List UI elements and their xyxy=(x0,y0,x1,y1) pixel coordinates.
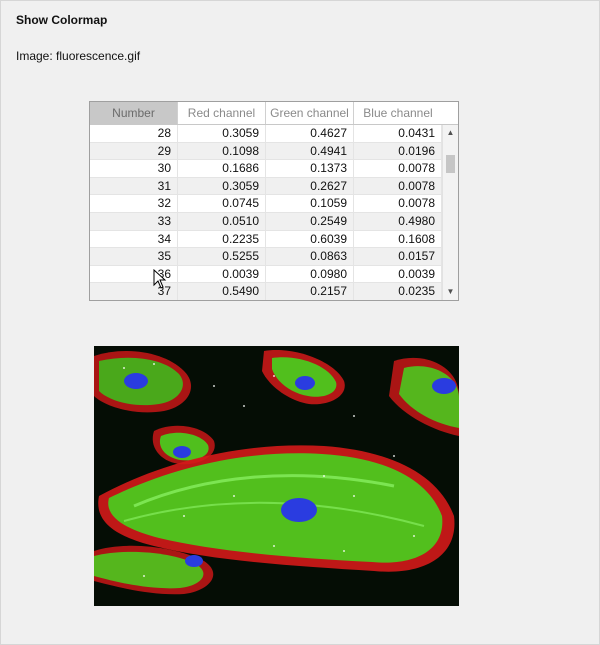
scroll-down-icon[interactable]: ▼ xyxy=(446,287,455,296)
cell-green[interactable]: 0.2157 xyxy=(266,283,354,300)
cell-blue[interactable]: 0.0039 xyxy=(354,265,442,283)
cell-red[interactable]: 0.0745 xyxy=(178,195,266,212)
cell-blue[interactable]: 0.4980 xyxy=(354,212,442,230)
table-row[interactable]: 31 0.3059 0.2627 0.0078 xyxy=(90,177,442,196)
table-header: Number Red channel Green channel Blue ch… xyxy=(90,102,458,125)
cell-red[interactable]: 0.3059 xyxy=(178,125,266,142)
colormap-table[interactable]: Number Red channel Green channel Blue ch… xyxy=(89,101,459,301)
cell-green[interactable]: 0.2627 xyxy=(266,177,354,195)
table-row[interactable]: 29 0.1098 0.4941 0.0196 xyxy=(90,142,442,161)
column-header-blue[interactable]: Blue channel xyxy=(363,106,433,120)
cell-red[interactable]: 0.5255 xyxy=(178,248,266,265)
cell-red[interactable]: 0.3059 xyxy=(178,177,266,195)
mouse-pointer-icon xyxy=(153,269,167,289)
cell-number[interactable]: 33 xyxy=(90,212,178,230)
cell-number[interactable]: 28 xyxy=(90,125,178,142)
cell-blue[interactable]: 0.0157 xyxy=(354,248,442,265)
cell-blue[interactable]: 0.0078 xyxy=(354,160,442,177)
table-row[interactable]: 36 0.0039 0.0980 0.0039 xyxy=(90,265,442,284)
cell-blue[interactable]: 0.0235 xyxy=(354,283,442,300)
fluorescence-image xyxy=(94,346,459,606)
cell-blue[interactable]: 0.0431 xyxy=(354,125,442,142)
cell-blue[interactable]: 0.1608 xyxy=(354,230,442,248)
cell-number[interactable]: 34 xyxy=(90,230,178,248)
table-row[interactable]: 30 0.1686 0.1373 0.0078 xyxy=(90,160,442,178)
table-body: 28 0.3059 0.4627 0.0431 29 0.1098 0.4941 0.0196… xyxy=(90,125,442,300)
vertical-scrollbar[interactable]: ▲ ▼ xyxy=(442,125,458,300)
table-row[interactable]: 28 0.3059 0.4627 0.0431 xyxy=(90,125,442,143)
cell-blue[interactable]: 0.0078 xyxy=(354,177,442,195)
cell-red[interactable]: 0.0039 xyxy=(178,265,266,283)
cell-red[interactable]: 0.5490 xyxy=(178,283,266,300)
window-title: Show Colormap xyxy=(16,13,108,27)
cell-green[interactable]: 0.0980 xyxy=(266,265,354,283)
cell-blue[interactable]: 0.0196 xyxy=(354,142,442,160)
table-row[interactable]: 37 0.5490 0.2157 0.0235 xyxy=(90,283,442,300)
cell-blue[interactable]: 0.0078 xyxy=(354,195,442,212)
cell-red[interactable]: 0.0510 xyxy=(178,212,266,230)
scrollbar-thumb[interactable] xyxy=(446,155,455,173)
column-header-red[interactable]: Red channel xyxy=(178,102,266,124)
cell-green[interactable]: 0.1059 xyxy=(266,195,354,212)
cell-green[interactable]: 0.6039 xyxy=(266,230,354,248)
cell-green[interactable]: 0.0863 xyxy=(266,248,354,265)
cell-green[interactable]: 0.2549 xyxy=(266,212,354,230)
cell-number[interactable]: 35 xyxy=(90,248,178,265)
cell-green[interactable]: 0.1373 xyxy=(266,160,354,177)
cell-red[interactable]: 0.2235 xyxy=(178,230,266,248)
table-row[interactable]: 34 0.2235 0.6039 0.1608 xyxy=(90,230,442,249)
scroll-up-icon[interactable]: ▲ xyxy=(446,128,455,137)
column-header-green[interactable]: Green channel xyxy=(266,102,354,124)
cell-number[interactable]: 32 xyxy=(90,195,178,212)
cell-number[interactable]: 30 xyxy=(90,160,178,177)
table-row[interactable]: 32 0.0745 0.1059 0.0078 xyxy=(90,195,442,213)
cell-number[interactable]: 29 xyxy=(90,142,178,160)
column-header-number[interactable]: Number xyxy=(90,102,178,124)
cell-red[interactable]: 0.1098 xyxy=(178,142,266,160)
fluorescence-cells-image xyxy=(94,346,459,606)
image-filename-label: Image: fluorescence.gif xyxy=(16,49,141,63)
cell-green[interactable]: 0.4941 xyxy=(266,142,354,160)
table-row[interactable]: 35 0.5255 0.0863 0.0157 xyxy=(90,248,442,266)
cell-number[interactable]: 31 xyxy=(90,177,178,195)
cell-red[interactable]: 0.1686 xyxy=(178,160,266,177)
cell-green[interactable]: 0.4627 xyxy=(266,125,354,142)
table-row[interactable]: 33 0.0510 0.2549 0.4980 xyxy=(90,212,442,231)
